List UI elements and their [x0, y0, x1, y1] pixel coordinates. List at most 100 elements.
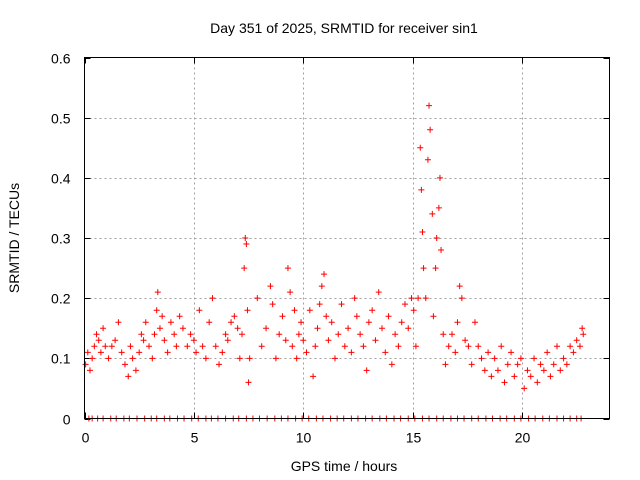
data-point [348, 349, 355, 356]
data-point [398, 319, 405, 326]
data-point [491, 355, 498, 362]
data-point [287, 289, 294, 296]
data-point [567, 343, 574, 350]
data-point [276, 331, 283, 338]
data-point [209, 295, 216, 302]
data-point [224, 337, 231, 344]
data-point [279, 313, 286, 320]
data-point [554, 343, 560, 350]
data-point [537, 361, 544, 368]
data-point [405, 325, 412, 332]
data-point [140, 337, 147, 344]
data-point [239, 331, 245, 338]
data-point [136, 349, 143, 356]
data-point [267, 283, 274, 290]
data-point [176, 313, 183, 320]
data-point [154, 289, 161, 296]
data-point [573, 337, 580, 344]
data-point [514, 361, 521, 368]
data-point [440, 331, 447, 338]
data-point [325, 337, 332, 344]
data-point [372, 337, 379, 344]
data-point [151, 331, 158, 338]
data-point [375, 289, 382, 296]
data-point [504, 361, 511, 368]
data-point [517, 355, 524, 362]
x-tick-label: 5 [191, 430, 199, 446]
data-point [419, 228, 426, 235]
data-point [481, 367, 488, 374]
data-point [454, 319, 461, 326]
data-point [388, 361, 395, 368]
data-point [298, 319, 305, 326]
data-point [579, 325, 586, 332]
data-point [438, 247, 445, 254]
data-point [212, 343, 219, 350]
data-point [291, 307, 298, 314]
data-point [112, 337, 119, 344]
data-point [408, 295, 415, 302]
data-point [488, 373, 495, 380]
data-point [345, 325, 352, 332]
data-point [187, 331, 194, 338]
data-point [426, 102, 433, 109]
data-point [427, 126, 434, 133]
data-point [164, 349, 171, 356]
data-point [527, 373, 534, 380]
data-point [335, 331, 342, 338]
data-point [540, 367, 547, 374]
data-point [244, 307, 251, 314]
data-point [385, 313, 392, 320]
data-point [452, 349, 459, 356]
grid-layer [84, 57, 610, 419]
data-point [369, 307, 376, 314]
data-point [462, 337, 469, 344]
data-point [465, 343, 472, 350]
data-point [91, 343, 98, 350]
data-point [357, 331, 364, 338]
data-point [202, 355, 209, 362]
data-point [511, 373, 518, 380]
data-point [105, 355, 112, 362]
data-point [284, 265, 291, 272]
data-point [222, 331, 229, 338]
data-point [560, 355, 567, 362]
data-point [445, 343, 452, 350]
data-point [138, 331, 145, 338]
data-point [508, 349, 515, 356]
chart-title: Day 351 of 2025, SRMTID for receiver sin… [210, 20, 478, 36]
y-tick-label: 0 [63, 412, 71, 428]
data-point [433, 235, 440, 241]
data-point [171, 331, 178, 338]
data-point [115, 319, 122, 326]
data-point [303, 349, 310, 356]
data-point [236, 355, 243, 362]
x-tick-label: 15 [406, 430, 422, 446]
data-point [478, 355, 485, 362]
data-point [228, 319, 235, 326]
data-point [219, 349, 226, 356]
data-point [531, 355, 538, 362]
data-point [498, 343, 505, 350]
data-point [557, 367, 564, 374]
data-point [196, 307, 203, 314]
data-point [458, 295, 465, 302]
data-point [84, 349, 91, 356]
data-point [323, 313, 330, 320]
data-point [363, 367, 370, 374]
data-point [206, 319, 213, 326]
data-point [86, 367, 93, 374]
data-point [436, 174, 443, 181]
data-point [316, 301, 323, 308]
y-tick-label: 0.2 [51, 291, 71, 307]
data-point [449, 331, 455, 338]
data-point [435, 204, 442, 211]
data-point [351, 295, 358, 302]
data-point [570, 349, 577, 356]
data-point [318, 283, 325, 290]
axis-layer: 0 0.1 0.2 0.3 0.4 0.5 0.6 0 5 10 15 20 [51, 51, 610, 446]
data-point [245, 379, 252, 386]
data-point [544, 349, 551, 356]
data-point [95, 337, 102, 344]
data-point [82, 361, 89, 368]
